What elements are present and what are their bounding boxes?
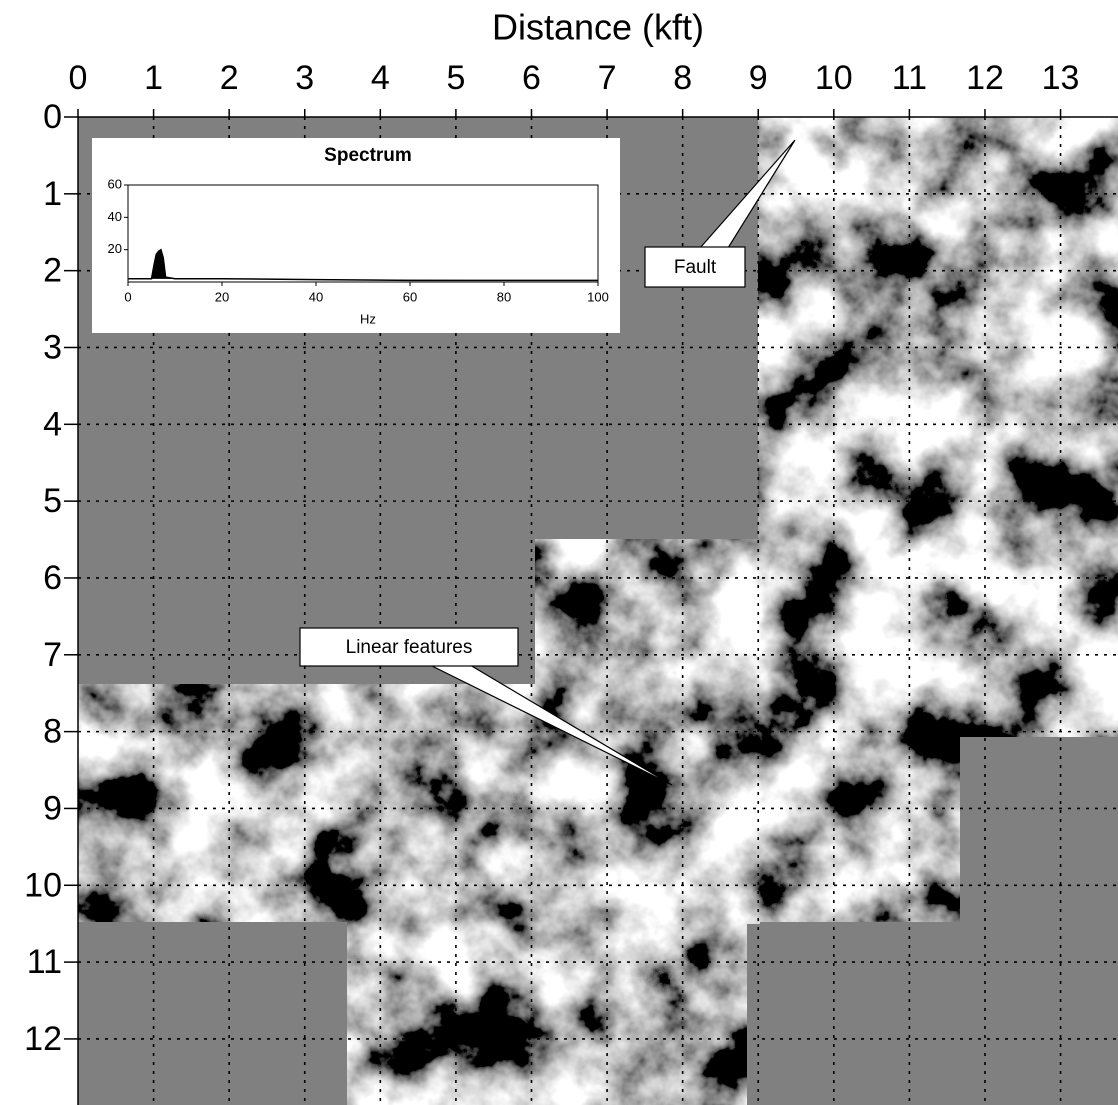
y-tick-label: 12 [24, 1020, 62, 1058]
x-tick-label: 3 [295, 59, 314, 97]
y-tick-label: 1 [43, 175, 62, 213]
y-tick-label: 0 [43, 98, 62, 136]
x-tick-label: 5 [446, 59, 465, 97]
y-tick-label: 20 [108, 241, 122, 256]
x-tick-label: 8 [673, 59, 692, 97]
y-tick-label: 5 [43, 482, 62, 520]
x-tick-label: 6 [522, 59, 541, 97]
annotation: Fault [674, 257, 717, 278]
x-tick-label: 13 [1042, 59, 1080, 97]
x-tick-label: 11 [892, 59, 927, 97]
inset-panel [92, 138, 620, 333]
y-tick-label: 3 [43, 328, 62, 366]
y-tick-label: 60 [108, 176, 122, 191]
x-axis-label: Distance (kft) [492, 7, 704, 48]
y-tick-label: 8 [43, 713, 62, 751]
x-tick-label: 7 [598, 59, 617, 97]
y-tick-label: 7 [43, 636, 62, 674]
y-tick-label: 40 [108, 209, 122, 224]
inset-title: Spectrum [324, 145, 412, 166]
y-tick-label: 6 [43, 559, 62, 597]
y-tick-label: 11 [27, 943, 62, 981]
x-tick-label: 0 [69, 59, 88, 97]
x-tick-label: 80 [497, 289, 511, 304]
x-tick-label: 9 [749, 59, 768, 97]
chart: Distance (kft) Fault Linear features Spe… [0, 0, 1118, 1105]
x-tick-label: 12 [966, 59, 1004, 97]
y-tick-label: 9 [43, 789, 62, 827]
x-tick-label: 4 [371, 59, 390, 97]
y-tick-label: 2 [43, 252, 62, 290]
x-tick-label: 100 [587, 289, 609, 304]
y-tick-label: 4 [43, 405, 62, 443]
inset-x-label: Hz [360, 311, 376, 326]
y-tick-label: 10 [24, 866, 62, 904]
x-tick-label: 2 [220, 59, 239, 97]
x-tick-label: 40 [309, 289, 323, 304]
x-tick-label: 10 [815, 59, 853, 97]
x-tick-label: 0 [124, 289, 131, 304]
x-tick-label: 1 [144, 59, 163, 97]
x-tick-label: 60 [403, 289, 417, 304]
annotation: Linear features [346, 637, 473, 658]
x-tick-label: 20 [215, 289, 229, 304]
